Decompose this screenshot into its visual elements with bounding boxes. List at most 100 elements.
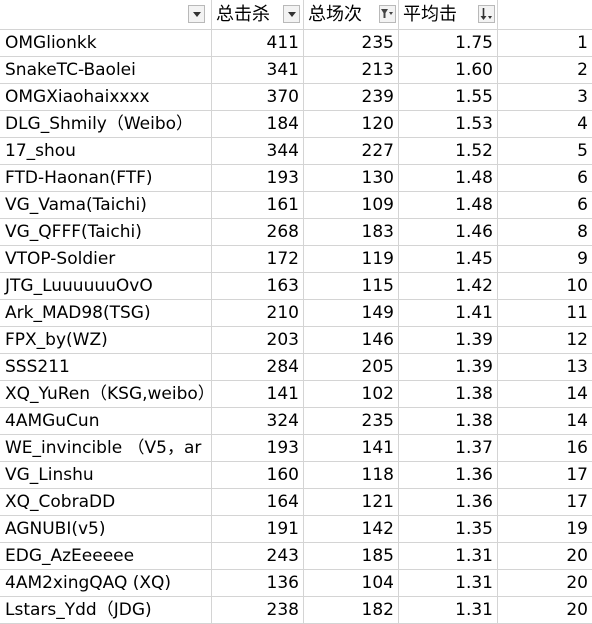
cell-total-kills[interactable]: 341: [212, 57, 304, 84]
cell-rank[interactable]: 17: [498, 462, 592, 489]
cell-rank[interactable]: 16: [498, 435, 592, 462]
cell-rank[interactable]: 6: [498, 192, 592, 219]
cell-total-games[interactable]: 239: [304, 84, 399, 111]
cell-player-name[interactable]: DLG_Shmily（Weibo）: [0, 111, 212, 138]
cell-total-kills[interactable]: 268: [212, 219, 304, 246]
cell-player-name[interactable]: VTOP-Soldier: [0, 246, 212, 273]
cell-rank[interactable]: 12: [498, 327, 592, 354]
cell-total-kills[interactable]: 136: [212, 570, 304, 597]
cell-total-games[interactable]: 109: [304, 192, 399, 219]
cell-player-name[interactable]: XQ_CobraDD: [0, 489, 212, 516]
cell-total-games[interactable]: 120: [304, 111, 399, 138]
cell-total-games[interactable]: 102: [304, 381, 399, 408]
cell-rank[interactable]: 17: [498, 489, 592, 516]
cell-player-name[interactable]: SnakeTC-Baolei: [0, 57, 212, 84]
cell-avg-kills[interactable]: 1.42: [399, 273, 498, 300]
cell-player-name[interactable]: Lstars_Ydd（JDG): [0, 597, 212, 624]
cell-total-kills[interactable]: 193: [212, 435, 304, 462]
cell-avg-kills[interactable]: 1.35: [399, 516, 498, 543]
cell-avg-kills[interactable]: 1.48: [399, 165, 498, 192]
cell-total-kills[interactable]: 411: [212, 30, 304, 57]
filter-dropdown-name[interactable]: [188, 5, 205, 23]
cell-total-games[interactable]: 149: [304, 300, 399, 327]
cell-avg-kills[interactable]: 1.39: [399, 327, 498, 354]
cell-total-kills[interactable]: 161: [212, 192, 304, 219]
cell-player-name[interactable]: 4AM2xingQAQ (XQ): [0, 570, 212, 597]
header-cell-rank[interactable]: [498, 0, 592, 30]
cell-total-games[interactable]: 235: [304, 30, 399, 57]
cell-avg-kills[interactable]: 1.75: [399, 30, 498, 57]
cell-player-name[interactable]: Ark_MAD98(TSG): [0, 300, 212, 327]
cell-player-name[interactable]: WE_invincible （V5，ar: [0, 435, 212, 462]
cell-rank[interactable]: 9: [498, 246, 592, 273]
cell-player-name[interactable]: OMGXiaohaixxxx: [0, 84, 212, 111]
cell-rank[interactable]: 19: [498, 516, 592, 543]
cell-avg-kills[interactable]: 1.38: [399, 381, 498, 408]
cell-total-games[interactable]: 115: [304, 273, 399, 300]
cell-rank[interactable]: 1: [498, 30, 592, 57]
cell-total-games[interactable]: 119: [304, 246, 399, 273]
cell-player-name[interactable]: VG_Vama(Taichi): [0, 192, 212, 219]
header-cell-total-games[interactable]: 总场次: [304, 0, 399, 30]
cell-avg-kills[interactable]: 1.53: [399, 111, 498, 138]
cell-total-kills[interactable]: 344: [212, 138, 304, 165]
cell-player-name[interactable]: JTG_LuuuuuuOvO: [0, 273, 212, 300]
cell-rank[interactable]: 6: [498, 165, 592, 192]
cell-total-kills[interactable]: 210: [212, 300, 304, 327]
cell-rank[interactable]: 3: [498, 84, 592, 111]
cell-avg-kills[interactable]: 1.31: [399, 597, 498, 624]
cell-total-kills[interactable]: 324: [212, 408, 304, 435]
cell-rank[interactable]: 13: [498, 354, 592, 381]
cell-avg-kills[interactable]: 1.31: [399, 570, 498, 597]
cell-rank[interactable]: 11: [498, 300, 592, 327]
cell-avg-kills[interactable]: 1.46: [399, 219, 498, 246]
cell-player-name[interactable]: VG_Linshu: [0, 462, 212, 489]
cell-rank[interactable]: 20: [498, 570, 592, 597]
cell-total-kills[interactable]: 370: [212, 84, 304, 111]
cell-rank[interactable]: 5: [498, 138, 592, 165]
cell-avg-kills[interactable]: 1.52: [399, 138, 498, 165]
cell-avg-kills[interactable]: 1.31: [399, 543, 498, 570]
cell-total-kills[interactable]: 184: [212, 111, 304, 138]
cell-total-games[interactable]: 141: [304, 435, 399, 462]
cell-rank[interactable]: 2: [498, 57, 592, 84]
cell-avg-kills[interactable]: 1.39: [399, 354, 498, 381]
cell-player-name[interactable]: AGNUBI(v5): [0, 516, 212, 543]
cell-total-kills[interactable]: 243: [212, 543, 304, 570]
cell-total-kills[interactable]: 203: [212, 327, 304, 354]
cell-avg-kills[interactable]: 1.60: [399, 57, 498, 84]
cell-rank[interactable]: 8: [498, 219, 592, 246]
cell-total-kills[interactable]: 160: [212, 462, 304, 489]
cell-avg-kills[interactable]: 1.48: [399, 192, 498, 219]
cell-total-kills[interactable]: 284: [212, 354, 304, 381]
cell-total-games[interactable]: 142: [304, 516, 399, 543]
cell-total-kills[interactable]: 191: [212, 516, 304, 543]
cell-total-games[interactable]: 146: [304, 327, 399, 354]
cell-rank[interactable]: 14: [498, 381, 592, 408]
cell-player-name[interactable]: FPX_by(WZ): [0, 327, 212, 354]
cell-player-name[interactable]: 17_shou: [0, 138, 212, 165]
cell-rank[interactable]: 10: [498, 273, 592, 300]
cell-total-games[interactable]: 130: [304, 165, 399, 192]
cell-rank[interactable]: 4: [498, 111, 592, 138]
cell-player-name[interactable]: EDG_AzEeeeee: [0, 543, 212, 570]
filter-dropdown-total-games[interactable]: [379, 5, 396, 23]
cell-total-kills[interactable]: 141: [212, 381, 304, 408]
cell-total-kills[interactable]: 164: [212, 489, 304, 516]
cell-player-name[interactable]: SSS211: [0, 354, 212, 381]
cell-avg-kills[interactable]: 1.36: [399, 462, 498, 489]
cell-total-games[interactable]: 185: [304, 543, 399, 570]
cell-total-games[interactable]: 227: [304, 138, 399, 165]
cell-total-games[interactable]: 213: [304, 57, 399, 84]
cell-total-games[interactable]: 205: [304, 354, 399, 381]
cell-total-games[interactable]: 183: [304, 219, 399, 246]
cell-rank[interactable]: 20: [498, 597, 592, 624]
sort-dropdown-avg-kills[interactable]: [478, 5, 495, 23]
cell-player-name[interactable]: VG_QFFF(Taichi): [0, 219, 212, 246]
cell-total-games[interactable]: 118: [304, 462, 399, 489]
cell-player-name[interactable]: 4AMGuCun: [0, 408, 212, 435]
cell-total-games[interactable]: 235: [304, 408, 399, 435]
cell-rank[interactable]: 20: [498, 543, 592, 570]
header-cell-name[interactable]: [0, 0, 212, 30]
cell-player-name[interactable]: FTD-Haonan(FTF): [0, 165, 212, 192]
